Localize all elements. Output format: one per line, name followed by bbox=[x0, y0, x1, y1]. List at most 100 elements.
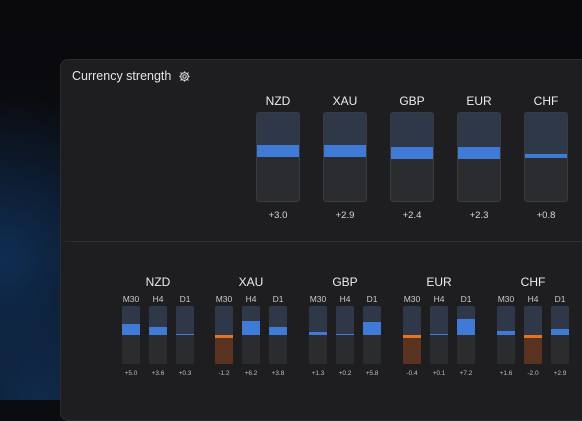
bar-upper-area bbox=[176, 306, 194, 335]
timeframe-column: D1 +5.8 bbox=[363, 292, 381, 377]
bar-upper-area bbox=[524, 306, 542, 335]
group-currency-name: XAU bbox=[238, 275, 264, 289]
group-currency-name: NZD bbox=[145, 275, 171, 289]
timeframe-value: +5.8 bbox=[365, 370, 379, 377]
timeframe-label: D1 bbox=[272, 294, 284, 304]
timeframe-column: D1 +0.3 bbox=[176, 292, 194, 377]
bar-upper-area bbox=[403, 306, 421, 335]
timeframe-bar bbox=[497, 306, 515, 364]
strength-fill bbox=[149, 327, 167, 335]
bar-lower-area bbox=[149, 335, 167, 364]
timeframe-column: M30 +1.6 bbox=[497, 292, 515, 377]
negative-fill bbox=[403, 335, 421, 364]
timeframe-row: M30 -0.4 H4 +0.1 D1 +7.2 bbox=[403, 292, 475, 377]
bar-upper-area bbox=[525, 113, 567, 157]
timeframe-label: H4 bbox=[527, 294, 539, 304]
timeframe-label: H4 bbox=[245, 294, 257, 304]
timeframe-row: M30 +1.3 H4 +0.2 D1 +5.8 bbox=[309, 292, 381, 377]
timeframe-row: M30 -1.2 H4 +6.2 D1 +3.8 bbox=[215, 292, 287, 377]
strength-bar bbox=[390, 112, 434, 202]
strength-fill bbox=[430, 334, 448, 335]
negative-fill bbox=[524, 335, 542, 364]
timeframe-value: +0.1 bbox=[432, 370, 446, 377]
timeframe-column: M30 +1.3 bbox=[309, 292, 327, 377]
group-currency-name: EUR bbox=[426, 275, 452, 289]
timeframe-value: -0.4 bbox=[406, 370, 418, 377]
negative-cap bbox=[215, 335, 233, 338]
timeframe-value: -1.2 bbox=[218, 370, 230, 377]
timeframe-label: D1 bbox=[366, 294, 378, 304]
strength-fill bbox=[324, 145, 366, 157]
timeframe-value: +6.2 bbox=[244, 370, 258, 377]
timeframe-label: M30 bbox=[403, 294, 421, 304]
strength-fill bbox=[309, 332, 327, 335]
timeframe-value: +0.3 bbox=[178, 370, 192, 377]
currency-group: NZD M30 +5.0 H4 +3.6 D1 +0.3 bbox=[122, 272, 194, 377]
timeframe-value: +5.0 bbox=[124, 370, 138, 377]
timeframe-column: H4 +0.1 bbox=[430, 292, 448, 377]
bar-lower-area bbox=[242, 335, 260, 364]
currency-column: EUR +2.3 bbox=[457, 90, 501, 221]
timeframe-row: M30 +1.6 H4 -2.0 D1 +2.9 bbox=[497, 292, 569, 377]
strength-fill bbox=[122, 324, 140, 335]
currency-column: NZD +3.0 bbox=[256, 90, 300, 221]
timeframe-value: +1.6 bbox=[499, 370, 513, 377]
timeframe-column: D1 +3.8 bbox=[269, 292, 287, 377]
bar-lower-area bbox=[309, 335, 327, 364]
strength-fill bbox=[257, 145, 299, 157]
strength-fill bbox=[551, 329, 569, 335]
strength-fill bbox=[242, 321, 260, 335]
timeframe-label: M30 bbox=[497, 294, 515, 304]
currency-group: GBP M30 +1.3 H4 +0.2 D1 +5.8 bbox=[309, 272, 381, 377]
strength-fill bbox=[176, 334, 194, 335]
timeframe-label: H4 bbox=[339, 294, 351, 304]
timeframe-label: M30 bbox=[309, 294, 327, 304]
bar-lower-area bbox=[336, 335, 354, 364]
strength-bar bbox=[457, 112, 501, 202]
timeframe-value: -2.0 bbox=[527, 370, 539, 377]
strength-fill bbox=[525, 154, 567, 158]
timeframe-value: +0.2 bbox=[338, 370, 352, 377]
timeframe-bar bbox=[430, 306, 448, 364]
divider bbox=[65, 241, 582, 242]
gear-icon[interactable] bbox=[178, 70, 191, 83]
negative-cap bbox=[524, 335, 542, 338]
timeframe-column: D1 +2.9 bbox=[551, 292, 569, 377]
timeframe-bar bbox=[176, 306, 194, 364]
strength-fill bbox=[336, 334, 354, 335]
timeframe-value: +3.6 bbox=[151, 370, 165, 377]
timeframe-column: M30 -0.4 bbox=[403, 292, 421, 377]
currency-group: XAU M30 -1.2 H4 +6.2 D1 +3.8 bbox=[215, 272, 287, 377]
timeframe-column: H4 +3.6 bbox=[149, 292, 167, 377]
timeframe-bar bbox=[457, 306, 475, 364]
group-currency-name: GBP bbox=[332, 275, 358, 289]
timeframe-bar bbox=[551, 306, 569, 364]
strength-fill bbox=[391, 147, 433, 159]
timeframe-label: D1 bbox=[460, 294, 472, 304]
bar-upper-area bbox=[430, 306, 448, 335]
currency-name: EUR bbox=[466, 94, 492, 108]
bar-lower-area bbox=[497, 335, 515, 364]
currency-group: EUR M30 -0.4 H4 +0.1 D1 +7.2 bbox=[403, 272, 475, 377]
timeframe-value: +7.2 bbox=[459, 370, 473, 377]
timeframe-row: M30 +5.0 H4 +3.6 D1 +0.3 bbox=[122, 292, 194, 377]
bar-upper-area bbox=[551, 306, 569, 335]
strength-value: +0.8 bbox=[536, 210, 556, 221]
timeframe-value: +1.3 bbox=[311, 370, 325, 377]
timeframe-bar bbox=[336, 306, 354, 364]
bar-upper-area bbox=[309, 306, 327, 335]
timeframe-value: +3.8 bbox=[271, 370, 285, 377]
strength-bar bbox=[323, 112, 367, 202]
bar-lower-area bbox=[457, 335, 475, 364]
bar-lower-area bbox=[269, 335, 287, 364]
timeframe-bar bbox=[524, 306, 542, 364]
bar-lower-area bbox=[176, 335, 194, 364]
currency-name: GBP bbox=[399, 94, 425, 108]
timeframe-bar bbox=[149, 306, 167, 364]
timeframe-label: M30 bbox=[122, 294, 140, 304]
strength-fill bbox=[497, 331, 515, 335]
timeframe-bar bbox=[363, 306, 381, 364]
timeframe-bar bbox=[309, 306, 327, 364]
bar-upper-area bbox=[215, 306, 233, 335]
currency-name: XAU bbox=[332, 94, 358, 108]
